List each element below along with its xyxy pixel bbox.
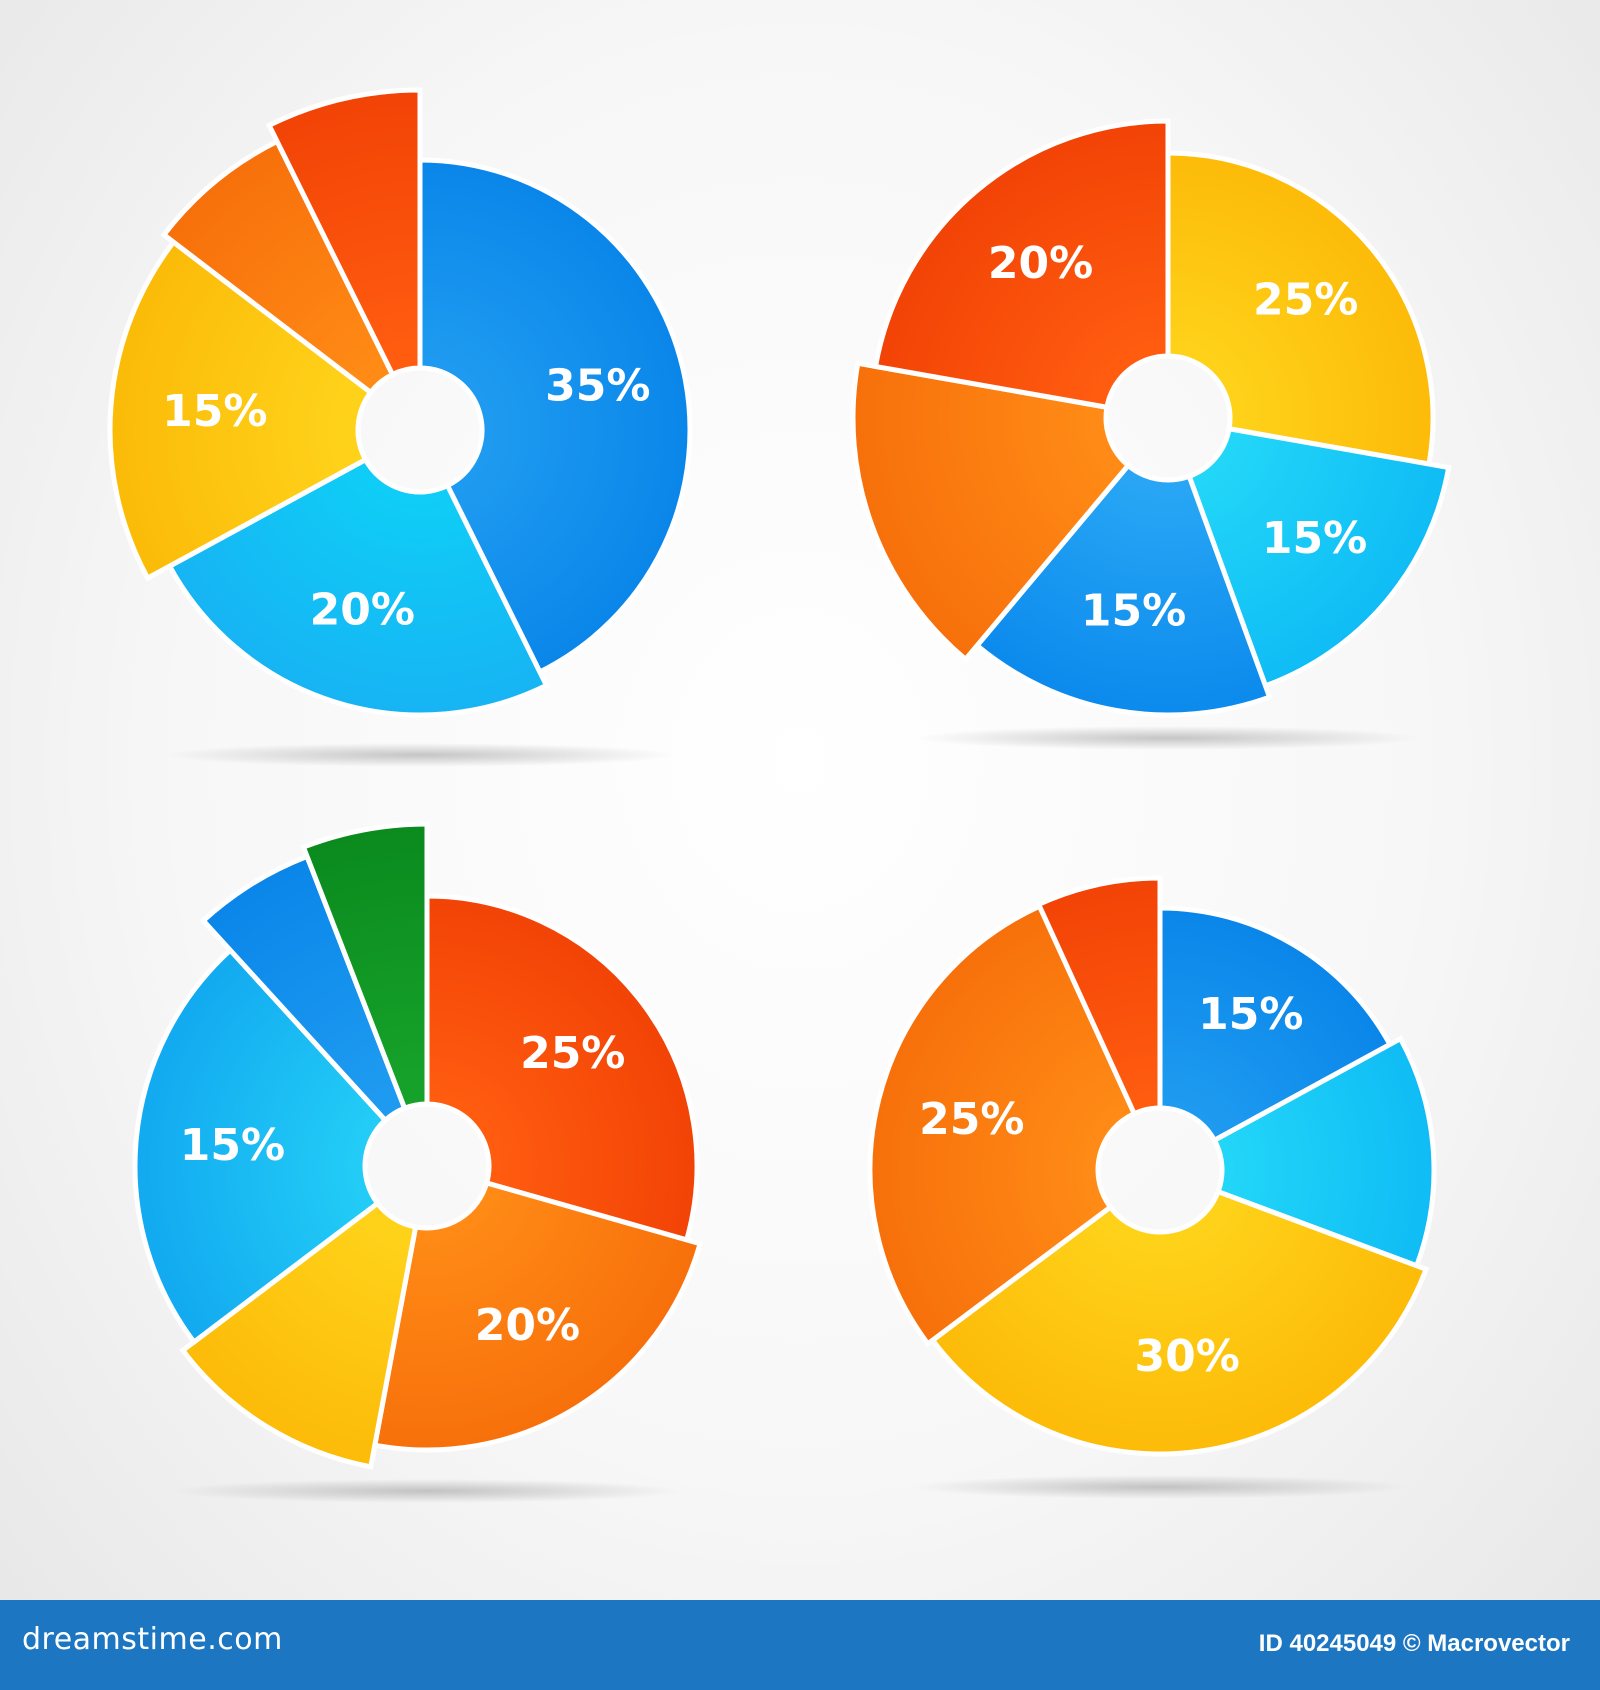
- slice-label: 25%: [919, 1094, 1024, 1145]
- brand-text[interactable]: dreamstime.com: [22, 1622, 283, 1657]
- pie-slice: [872, 118, 1171, 411]
- pie-shadow: [916, 726, 1420, 750]
- slice-label: 30%: [1134, 1331, 1239, 1382]
- slice-label: 20%: [310, 584, 415, 635]
- slice-label: 25%: [520, 1028, 625, 1079]
- pie-slice: [179, 1199, 419, 1470]
- pie-shadow: [911, 1475, 1409, 1499]
- pie-slice: [107, 238, 375, 582]
- pie-slice: [973, 461, 1273, 718]
- footer-bar: dreamstime.com ID 40245049 © Macrovector: [0, 1600, 1600, 1690]
- pie-slice: [132, 946, 389, 1346]
- pie-slice: [300, 821, 430, 1112]
- pie-slice: [1186, 425, 1452, 690]
- pie-slice: [1157, 905, 1394, 1144]
- pie-slice: [929, 1188, 1430, 1457]
- pie-slice: [160, 138, 396, 396]
- pie-slice: [166, 456, 550, 718]
- slice-label: 15%: [1198, 989, 1303, 1040]
- slice-label: 15%: [1081, 585, 1186, 636]
- slice-label: 15%: [180, 1120, 285, 1171]
- pie-charts-canvas: 35% 20% 15% 25% 15% 15% 20% 25% 20% 15% 15% 30% 2…: [107, 87, 1452, 1503]
- pie-shadow: [170, 1479, 684, 1503]
- pie-slice: [265, 87, 423, 378]
- pie-chart-bottom-left: 25% 20% 15%: [132, 821, 704, 1470]
- slice-label: 25%: [1253, 274, 1358, 325]
- pie-slice: [199, 853, 408, 1124]
- slice-label: 35%: [545, 360, 650, 411]
- image-id-text: ID 40245049 © Macrovector: [1258, 1630, 1570, 1657]
- pie-chart-top-right: 25% 15% 15% 20%: [850, 118, 1452, 718]
- pie-slice: [424, 893, 700, 1243]
- pie-chart-bottom-right: 15% 30% 25%: [867, 875, 1437, 1457]
- slice-label: 20%: [988, 238, 1093, 289]
- slice-label: 15%: [1262, 513, 1367, 564]
- pie-slice: [1165, 150, 1436, 467]
- pie-slice: [867, 902, 1138, 1348]
- slice-label: 20%: [475, 1300, 580, 1351]
- pie-chart-top-left: 35% 20% 15%: [107, 87, 693, 718]
- pie-slice: [417, 157, 693, 676]
- slice-label: 15%: [162, 386, 267, 437]
- chart-shadows: [163, 726, 1420, 1503]
- pie-slice: [1035, 875, 1163, 1117]
- pie-slice: [371, 1179, 704, 1453]
- pie-slice: [850, 360, 1132, 663]
- pie-shadow: [163, 743, 677, 767]
